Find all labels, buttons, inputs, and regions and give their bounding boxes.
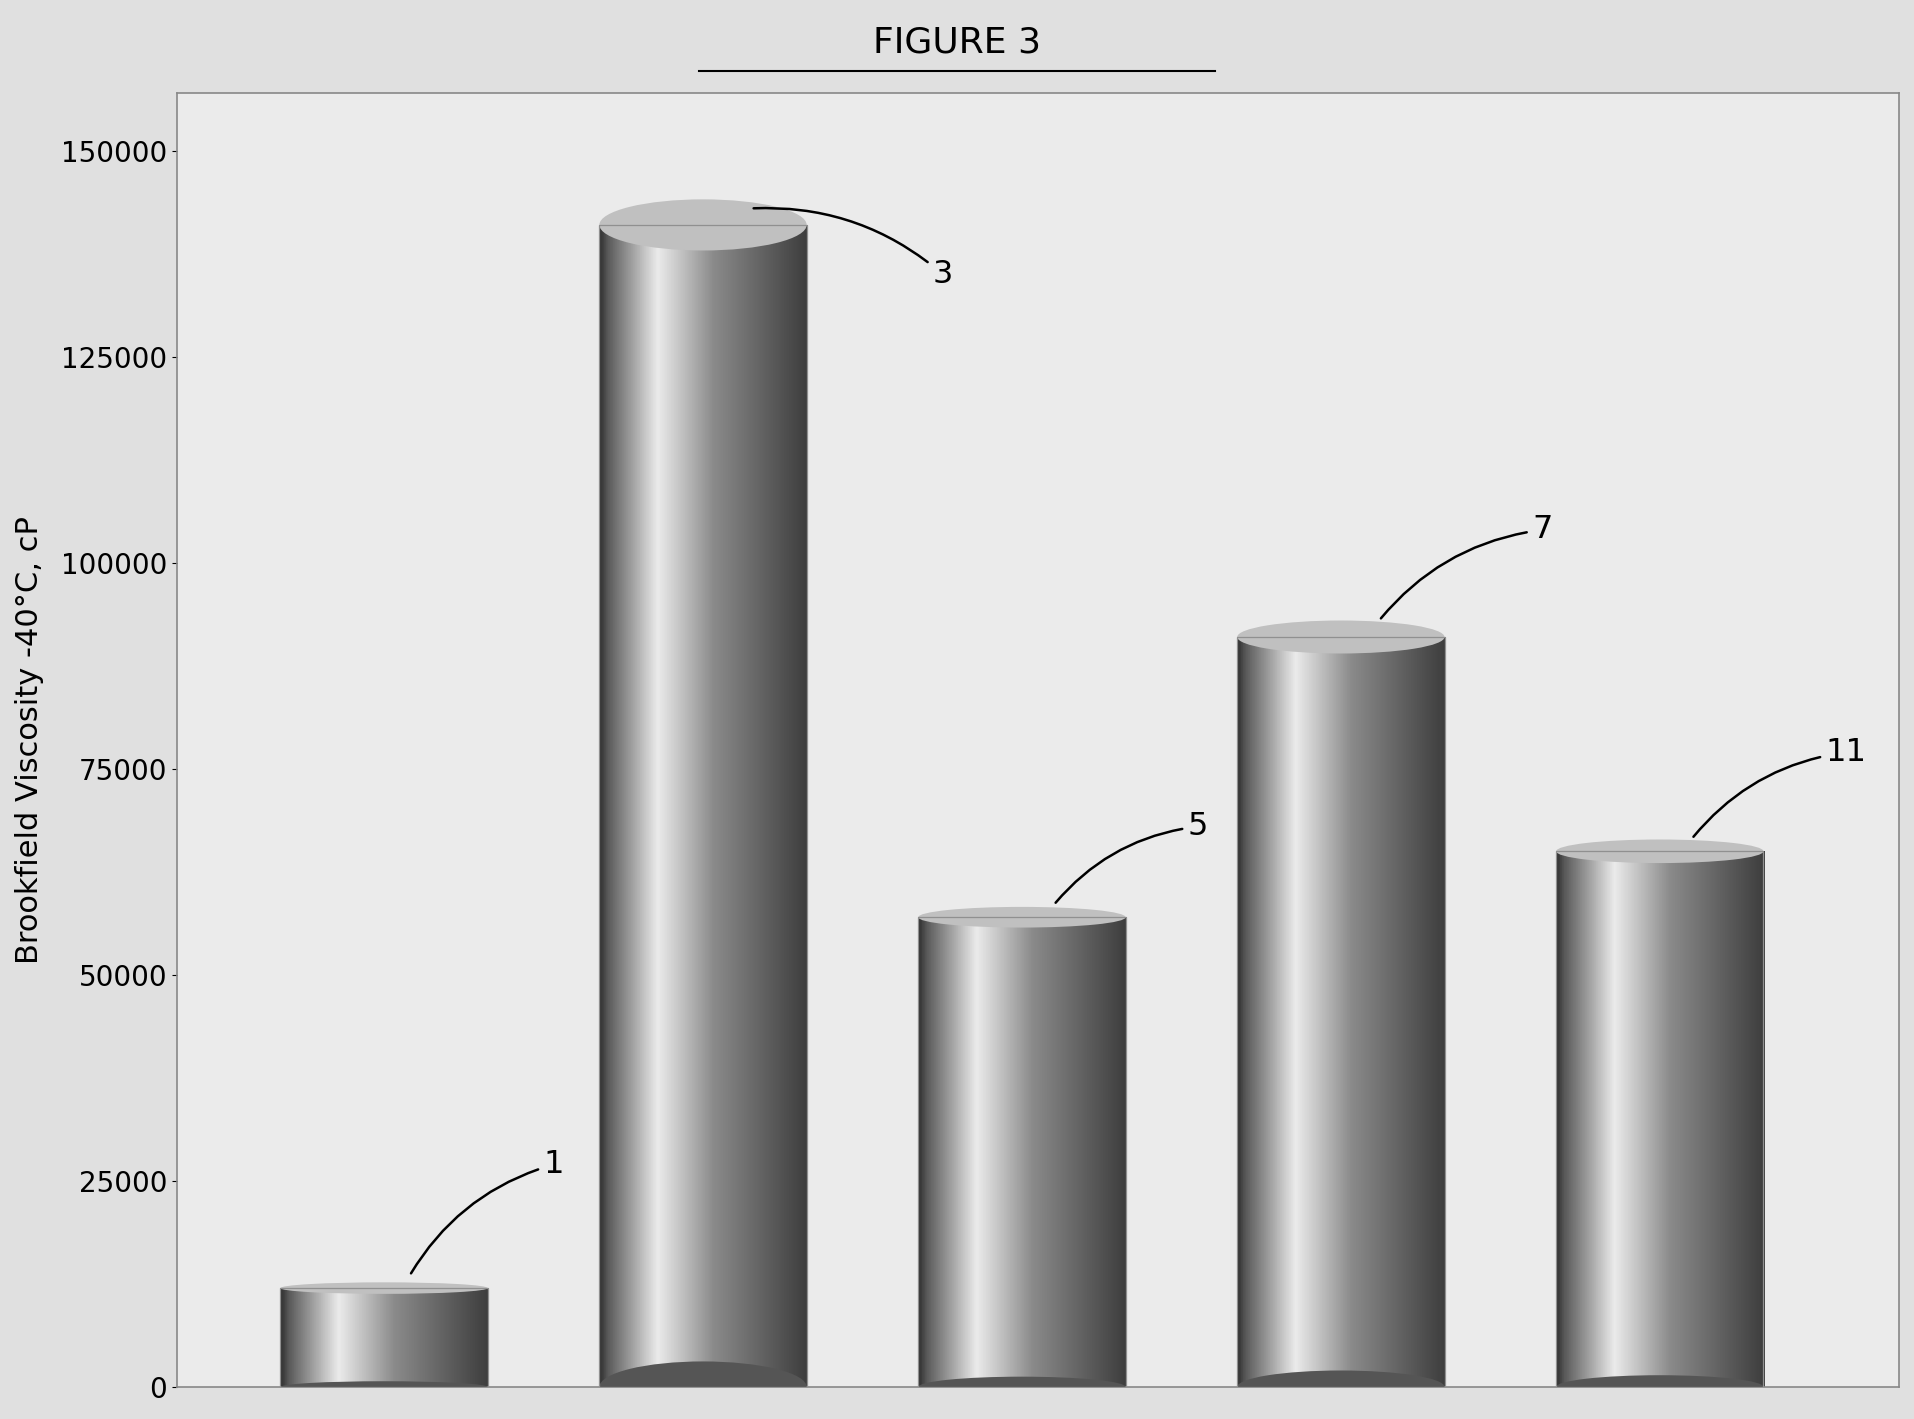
Ellipse shape [1236, 620, 1445, 654]
Text: 5: 5 [1057, 812, 1208, 902]
Ellipse shape [281, 1283, 488, 1294]
Ellipse shape [1236, 1371, 1445, 1403]
Bar [599, 226, 806, 1386]
Ellipse shape [919, 1376, 1125, 1398]
Ellipse shape [599, 1361, 806, 1412]
Bar [281, 1288, 488, 1386]
Bar [1236, 637, 1445, 1386]
Ellipse shape [1556, 1375, 1763, 1399]
Text: 7: 7 [1380, 514, 1552, 619]
Bar [919, 917, 1125, 1386]
Text: FIGURE 3: FIGURE 3 [873, 26, 1041, 60]
Ellipse shape [919, 907, 1125, 928]
Text: 11: 11 [1694, 736, 1866, 837]
Text: 3: 3 [754, 209, 953, 289]
Bar [1556, 851, 1763, 1386]
Ellipse shape [599, 199, 806, 251]
Y-axis label: Brookfield Viscosity -40°C, cP: Brookfield Viscosity -40°C, cP [15, 517, 44, 964]
Ellipse shape [1556, 840, 1763, 863]
Ellipse shape [281, 1381, 488, 1393]
Text: 1: 1 [412, 1149, 565, 1273]
